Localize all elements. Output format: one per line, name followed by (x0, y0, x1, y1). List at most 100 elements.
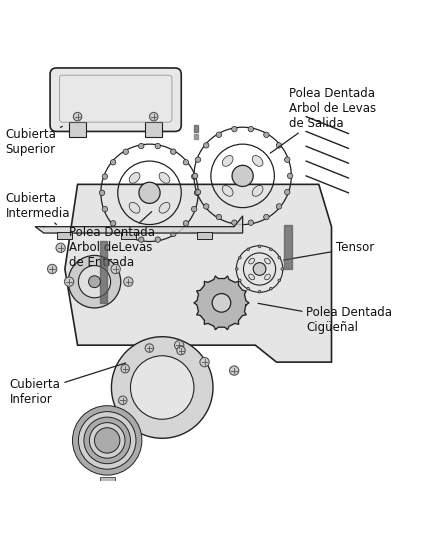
Circle shape (123, 149, 129, 154)
Ellipse shape (252, 155, 263, 166)
Circle shape (102, 207, 108, 212)
Circle shape (170, 149, 176, 154)
Circle shape (170, 231, 176, 237)
Ellipse shape (252, 186, 263, 196)
Circle shape (248, 126, 253, 132)
Circle shape (276, 143, 282, 148)
Ellipse shape (249, 258, 254, 264)
Ellipse shape (159, 173, 170, 183)
Circle shape (230, 366, 239, 375)
Ellipse shape (129, 173, 140, 183)
Text: Cubierta
Superior: Cubierta Superior (6, 126, 62, 156)
Circle shape (102, 174, 108, 179)
Ellipse shape (222, 186, 233, 196)
Circle shape (183, 221, 189, 226)
Bar (102, 523, 112, 528)
Circle shape (155, 237, 161, 242)
Circle shape (258, 291, 261, 293)
Circle shape (232, 165, 253, 187)
Circle shape (124, 277, 133, 286)
Text: Tensor: Tensor (283, 242, 374, 260)
Circle shape (138, 237, 144, 242)
Circle shape (200, 357, 209, 367)
Circle shape (204, 204, 209, 209)
Circle shape (285, 157, 290, 162)
Circle shape (270, 287, 272, 290)
Circle shape (110, 160, 116, 165)
Circle shape (155, 143, 161, 149)
Circle shape (264, 214, 269, 220)
Bar (101, 508, 113, 513)
Circle shape (175, 341, 184, 350)
Circle shape (183, 160, 189, 165)
Circle shape (72, 406, 142, 475)
Circle shape (99, 190, 105, 195)
Ellipse shape (265, 258, 271, 264)
Circle shape (56, 243, 65, 252)
Circle shape (247, 287, 250, 290)
Circle shape (191, 207, 197, 212)
Polygon shape (65, 185, 331, 362)
Bar (100, 485, 115, 490)
FancyBboxPatch shape (145, 122, 162, 137)
FancyBboxPatch shape (50, 68, 181, 131)
Circle shape (138, 143, 144, 149)
Polygon shape (35, 216, 243, 233)
Circle shape (48, 264, 57, 274)
Circle shape (64, 277, 74, 286)
Bar (101, 500, 114, 505)
Circle shape (95, 428, 120, 453)
Circle shape (191, 174, 197, 179)
Circle shape (264, 132, 269, 138)
Circle shape (248, 220, 253, 225)
Text: Cubierta
Inferior: Cubierta Inferior (10, 363, 126, 406)
Circle shape (121, 364, 130, 373)
Bar (101, 492, 114, 498)
Circle shape (139, 182, 160, 203)
Circle shape (288, 173, 293, 179)
Circle shape (212, 294, 231, 312)
Circle shape (258, 245, 261, 247)
Circle shape (73, 112, 82, 121)
FancyBboxPatch shape (69, 122, 86, 137)
Bar (100, 477, 115, 482)
Circle shape (78, 412, 136, 469)
Bar (57, 232, 72, 239)
Ellipse shape (249, 274, 254, 280)
Circle shape (194, 190, 200, 195)
Circle shape (204, 143, 209, 148)
Polygon shape (194, 276, 249, 330)
Ellipse shape (265, 274, 271, 280)
Circle shape (247, 248, 250, 251)
Bar (121, 232, 136, 239)
Ellipse shape (129, 202, 140, 213)
Circle shape (285, 189, 290, 195)
Circle shape (78, 266, 111, 298)
Circle shape (150, 112, 158, 121)
Circle shape (195, 157, 201, 162)
Circle shape (216, 214, 222, 220)
Circle shape (281, 268, 284, 270)
Circle shape (239, 256, 241, 259)
Circle shape (216, 132, 222, 138)
Circle shape (177, 346, 185, 355)
Circle shape (118, 396, 127, 405)
Circle shape (232, 126, 237, 132)
Circle shape (111, 264, 120, 274)
Bar (197, 232, 212, 239)
Circle shape (123, 231, 129, 237)
Circle shape (232, 220, 237, 225)
Circle shape (195, 189, 201, 195)
Circle shape (89, 276, 101, 288)
Circle shape (278, 256, 281, 259)
Circle shape (130, 356, 194, 419)
Circle shape (239, 279, 241, 282)
Circle shape (84, 417, 130, 464)
Ellipse shape (222, 155, 233, 166)
Circle shape (110, 221, 116, 226)
Circle shape (89, 423, 125, 458)
Circle shape (68, 256, 121, 308)
Bar (102, 515, 113, 520)
Circle shape (193, 173, 198, 179)
Circle shape (270, 248, 272, 251)
